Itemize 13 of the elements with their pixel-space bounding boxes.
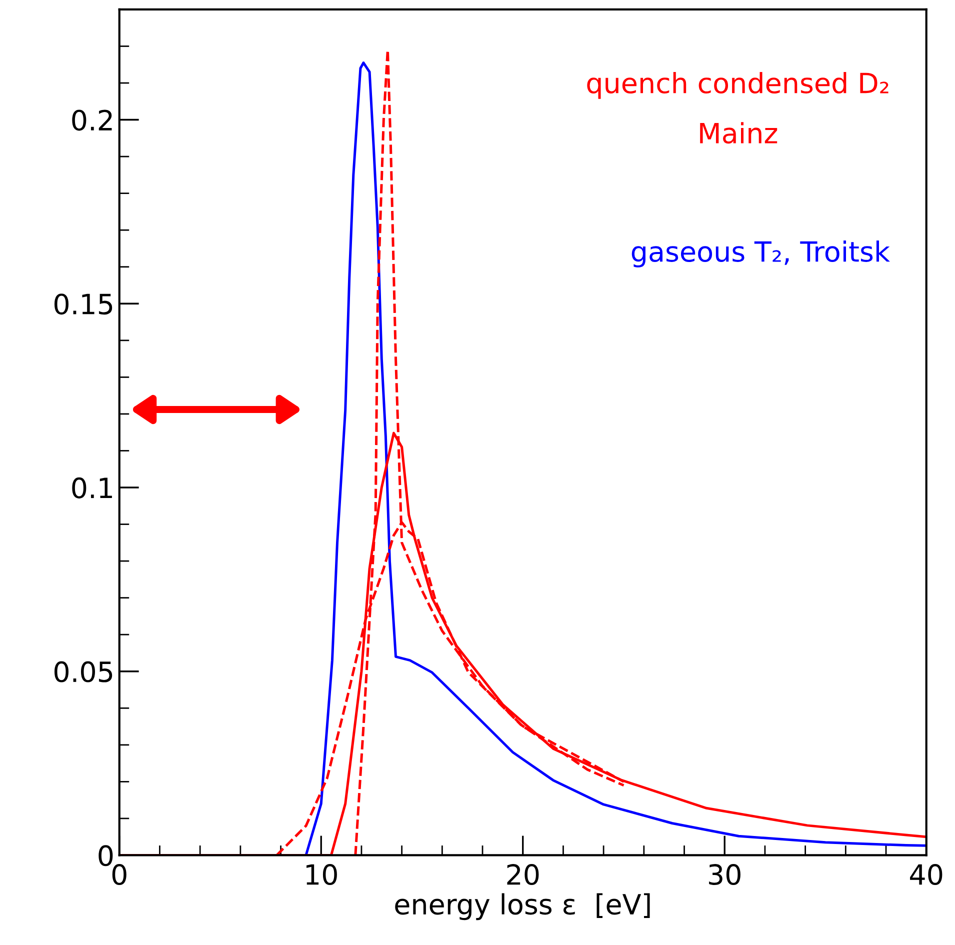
y-tick-label: 0.2 bbox=[72, 110, 112, 131]
text: gaseous T₂, Troitsk bbox=[632, 240, 890, 268]
x-axis-title: energy loss ε [eV] bbox=[395, 893, 650, 920]
x-tick-label: 20 bbox=[507, 864, 539, 886]
text: quench condensed D₂ Mainz bbox=[587, 72, 888, 144]
y-tick-label: 0.05 bbox=[54, 661, 112, 682]
x-tick-label: 0 bbox=[112, 864, 126, 886]
x-tick-label: 40 bbox=[910, 864, 942, 886]
x-tick-label: 10 bbox=[306, 864, 337, 886]
y-tick-label: 0.1 bbox=[72, 477, 112, 498]
y-tick-label: 0.15 bbox=[54, 294, 112, 315]
x-tick-label: 30 bbox=[709, 864, 740, 886]
y-tick-label: 0 bbox=[98, 845, 113, 866]
